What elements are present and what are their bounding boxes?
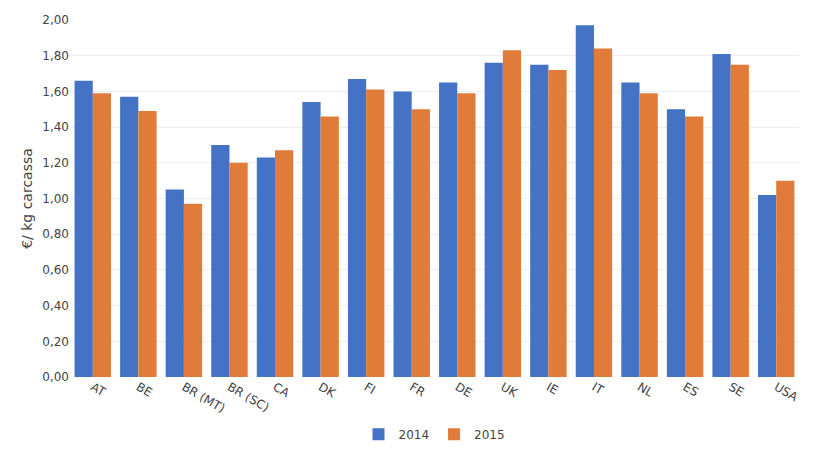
svg-text:0,40: 0,40 (42, 299, 69, 313)
svg-text:CA: CA (271, 380, 293, 401)
svg-text:AT: AT (88, 380, 108, 400)
svg-text:IE: IE (544, 380, 561, 398)
svg-text:2014: 2014 (399, 428, 430, 442)
svg-text:UK: UK (498, 380, 520, 401)
svg-text:1,20: 1,20 (42, 156, 69, 170)
svg-text:2015: 2015 (474, 428, 505, 442)
svg-text:BR (SC): BR (SC) (225, 380, 272, 415)
svg-text:USA: USA (772, 380, 801, 405)
svg-text:BR (MT): BR (MT) (179, 380, 227, 416)
svg-text:DE: DE (453, 380, 475, 401)
svg-text:0,20: 0,20 (42, 335, 69, 349)
svg-text:0,80: 0,80 (42, 227, 69, 241)
svg-text:DK: DK (316, 380, 339, 401)
svg-text:BE: BE (134, 380, 155, 400)
svg-text:FI: FI (362, 380, 378, 397)
svg-text:0,60: 0,60 (42, 263, 69, 277)
svg-text:IT: IT (589, 380, 606, 398)
svg-text:1,60: 1,60 (42, 85, 69, 99)
svg-text:FR: FR (407, 380, 427, 400)
svg-text:€/ kg carcassa: €/ kg carcassa (19, 148, 35, 249)
svg-text:2,00: 2,00 (42, 13, 69, 27)
svg-text:1,00: 1,00 (42, 192, 69, 206)
svg-text:NL: NL (635, 380, 656, 400)
svg-text:ES: ES (681, 380, 701, 400)
svg-text:1,40: 1,40 (42, 120, 69, 134)
svg-text:0,00: 0,00 (42, 370, 69, 384)
svg-text:1,80: 1,80 (42, 49, 69, 63)
svg-text:SE: SE (726, 380, 746, 400)
